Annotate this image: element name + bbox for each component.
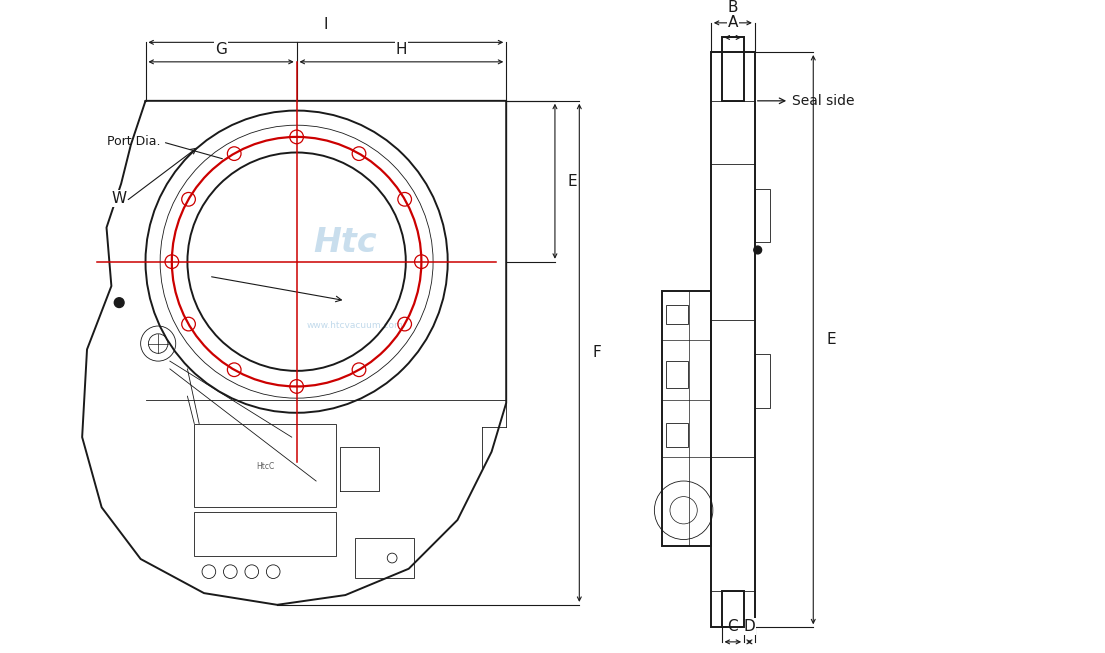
Text: G: G (215, 42, 227, 57)
Text: F: F (592, 345, 601, 360)
Text: E: E (827, 332, 835, 347)
Bar (722, 591, 744, 628)
Text: W: W (112, 191, 127, 206)
Text: D: D (744, 619, 756, 634)
Text: C: C (727, 619, 738, 634)
Text: Htc: Htc (314, 226, 377, 259)
Circle shape (114, 298, 124, 308)
Bar (711, 52, 755, 628)
Bar (662, 291, 711, 547)
Bar (355, 537, 413, 579)
Bar (194, 424, 336, 507)
Bar (755, 189, 770, 242)
Bar (755, 355, 770, 408)
Text: I: I (324, 17, 328, 32)
Bar (194, 512, 336, 556)
Text: B: B (727, 0, 738, 15)
Text: H: H (396, 42, 407, 57)
Text: www.htcvacuum.com: www.htcvacuum.com (307, 321, 403, 330)
Text: A: A (728, 16, 738, 30)
Text: E: E (568, 174, 577, 189)
Text: Port Dia.: Port Dia. (106, 135, 222, 159)
Bar (666, 304, 687, 324)
Bar (666, 361, 687, 389)
Text: HtcC: HtcC (256, 462, 274, 471)
Circle shape (754, 246, 761, 254)
Bar (722, 37, 744, 101)
Text: Seal side: Seal side (758, 94, 854, 108)
Bar (666, 422, 687, 447)
